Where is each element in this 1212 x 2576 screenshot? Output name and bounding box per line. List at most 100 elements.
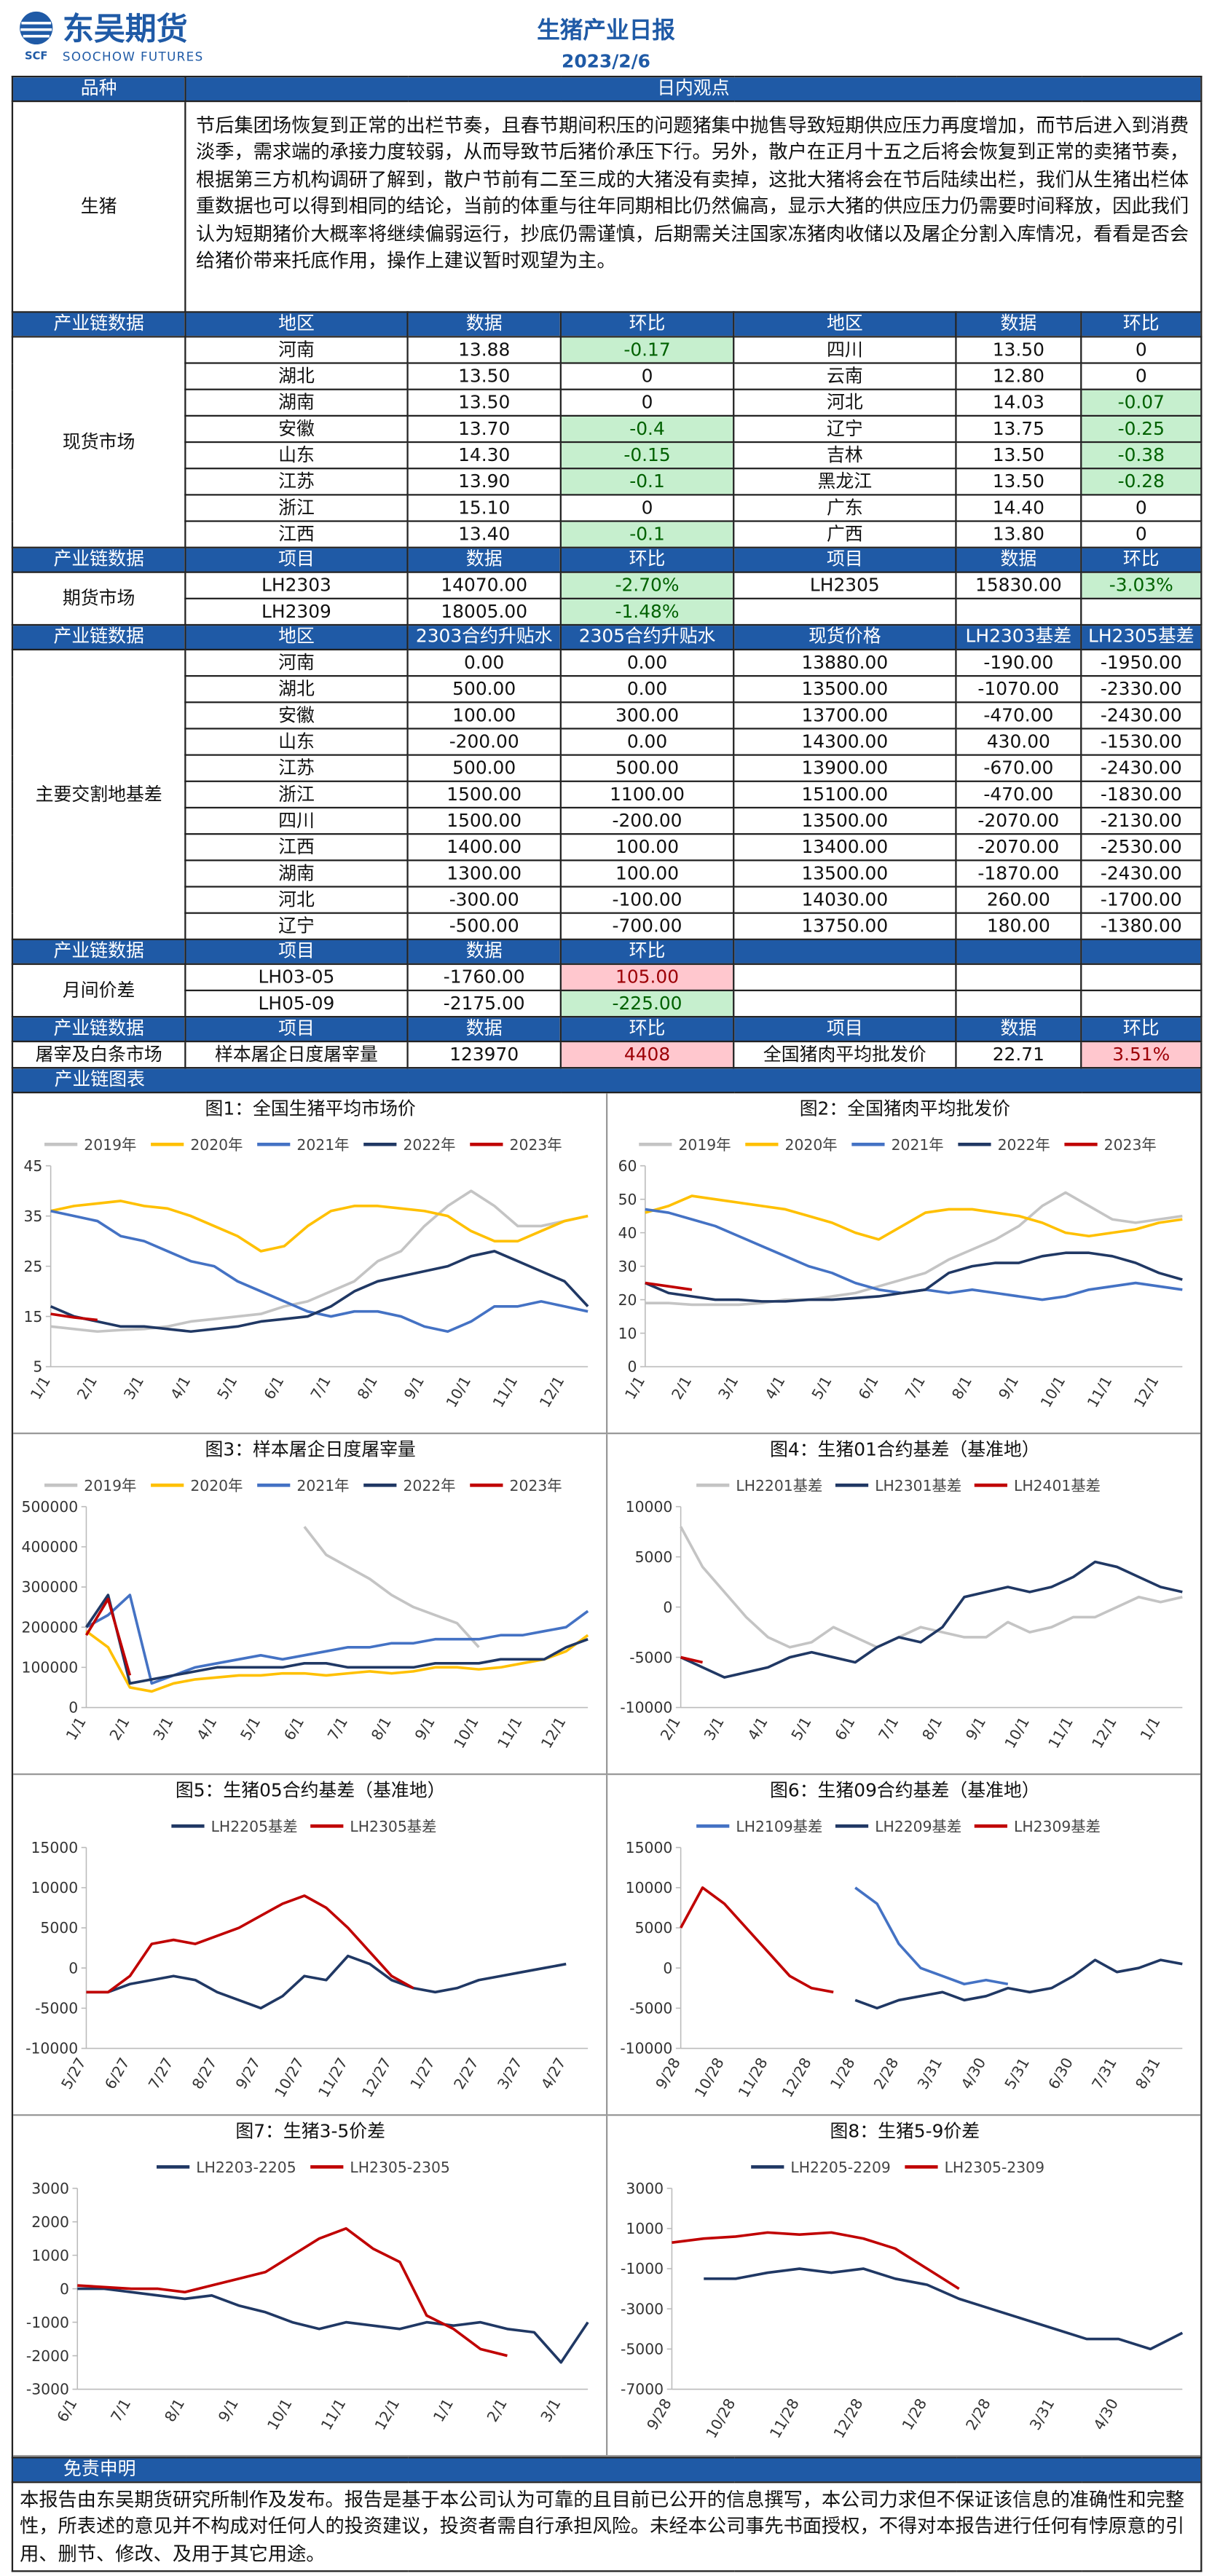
- data-cell: 江西: [184, 833, 409, 862]
- data-cell: 13.50: [955, 441, 1082, 470]
- empty-header-cell: [955, 938, 1082, 965]
- y-tick-label: 15000: [626, 1839, 673, 1856]
- data-cell: 13.90: [406, 468, 562, 496]
- series-line: [680, 1560, 1183, 1679]
- data-cell: 13700.00: [733, 701, 957, 730]
- data-cell: 湖南: [184, 859, 409, 888]
- x-tick-label: 9/1: [962, 1714, 989, 1743]
- x-tick-label: 12/1: [536, 1373, 568, 1411]
- x-tick-label: 10/1: [450, 1714, 482, 1752]
- chart: 图4：生猪01合约基差（基准地） LH2201基差 LH2301基差 LH2401基差…: [607, 1439, 1200, 1776]
- data-cell: 13500.00: [733, 674, 957, 704]
- series-line: [50, 1250, 589, 1334]
- legend-label: 2019年: [678, 1136, 731, 1154]
- legend-label: LH2301基差: [875, 1477, 961, 1494]
- x-tick-label: 10/28: [702, 2395, 739, 2441]
- x-tick-label: 4/1: [167, 1373, 194, 1402]
- empty-cell: [1080, 597, 1203, 626]
- data-cell: 山东: [184, 441, 409, 470]
- y-tick-label: 10: [618, 1325, 637, 1342]
- y-tick-label: 0: [663, 1599, 672, 1616]
- data-cell: 辽宁: [184, 912, 409, 940]
- data-cell: 13.50: [406, 388, 562, 417]
- data-cell: 安徽: [184, 701, 409, 730]
- table-row: 产业链数据 地区 2303合约升贴水 2305合约升贴水 现货价格 LH2303基差 LH2…: [11, 623, 1203, 651]
- header-cell: 产业链数据: [11, 311, 186, 338]
- x-tick-label: 12/1: [371, 2395, 404, 2433]
- data-cell: 13.50: [406, 362, 562, 390]
- data-cell: -200.00: [559, 806, 735, 835]
- y-tick-label: -5000: [621, 2341, 664, 2358]
- data-cell: -0.38: [1080, 441, 1203, 470]
- x-tick-label: 9/28: [652, 2055, 684, 2092]
- y-tick-label: 5000: [40, 1919, 78, 1937]
- x-tick-label: 8/1: [161, 2395, 188, 2425]
- section-label: 主要交割地基差: [11, 648, 186, 940]
- y-tick-label: -7000: [621, 2381, 664, 2398]
- legend-label: 2019年: [84, 1136, 136, 1154]
- legend-label: LH2201基差: [736, 1477, 822, 1494]
- report-table: 品种 日内观点 生猪 节后集团场恢复到正常的出栏节奏，且春节期间积压的问题猪集中抛售导…: [11, 76, 1203, 2572]
- y-tick-label: 500000: [22, 1498, 79, 1516]
- y-tick-label: -10000: [620, 2040, 672, 2057]
- header-cell: 项目: [184, 938, 409, 965]
- header-cell: 现货价格: [733, 623, 957, 651]
- data-cell: 湖北: [184, 674, 409, 704]
- table-row: 四川 1500.00 -200.00 13500.00 -2070.00 -2130.00: [12, 806, 1203, 835]
- y-tick-label: 300000: [22, 1578, 79, 1596]
- disclaimer-title: 免责申明: [63, 2458, 136, 2480]
- x-tick-label: 7/1: [875, 1714, 902, 1743]
- x-tick-label: 11/1: [1084, 1373, 1116, 1411]
- x-tick-label: 12/1: [1130, 1373, 1162, 1411]
- data-cell: LH2305: [733, 571, 957, 599]
- x-tick-label: 12/27: [358, 2055, 395, 2100]
- data-cell: -1070.00: [955, 674, 1082, 704]
- header-cell: 地区: [184, 311, 409, 338]
- x-tick-label: 11/27: [315, 2055, 351, 2100]
- x-tick-label: 5/27: [58, 2055, 90, 2092]
- header-cell: 环比: [559, 1015, 735, 1043]
- chart-title: 图6：生猪09合约基差（基准地）: [770, 1780, 1040, 1801]
- y-tick-label: 35: [23, 1208, 42, 1225]
- data-cell: LH2303: [184, 571, 409, 599]
- header-cell: 产业链数据: [11, 623, 186, 651]
- y-tick-label: 2000: [31, 2213, 69, 2231]
- data-cell: 河南: [184, 648, 409, 677]
- x-tick-label: 4/1: [761, 1373, 788, 1402]
- y-tick-label: 20: [618, 1291, 637, 1309]
- chart-title: 图2：全国猪肉平均批发价: [800, 1098, 1010, 1119]
- x-tick-label: 8/1: [354, 1373, 381, 1402]
- x-tick-label: 5/1: [787, 1714, 814, 1743]
- header-cell: 环比: [1080, 1015, 1203, 1043]
- header-cell: 2303合约升贴水: [406, 623, 562, 651]
- data-cell: 13.80: [955, 520, 1082, 548]
- data-cell: 3.51%: [1080, 1040, 1203, 1069]
- x-tick-label: 5/1: [213, 1373, 240, 1402]
- header-cell: 2305合约升贴水: [559, 623, 735, 651]
- data-cell: -100.00: [559, 886, 735, 914]
- x-tick-label: 2/1: [74, 1373, 101, 1402]
- y-tick-label: 100000: [22, 1659, 79, 1677]
- table-row: 产业链图表: [11, 1067, 1203, 1094]
- x-tick-label: 2/1: [657, 1714, 684, 1743]
- data-cell: 13.70: [406, 414, 562, 444]
- table-row: 浙江 15.10 0 广东 14.40 0: [12, 494, 1203, 522]
- y-tick-label: 45: [23, 1157, 42, 1175]
- data-cell: 河南: [184, 336, 409, 364]
- series-line: [303, 1526, 480, 1648]
- y-tick-label: -10000: [25, 2040, 78, 2057]
- data-cell: 1100.00: [559, 780, 735, 809]
- header-cell: 环比: [1080, 546, 1203, 573]
- data-cell: -0.4: [559, 414, 735, 444]
- data-cell: 12.80: [955, 362, 1082, 390]
- table-row: 产业链数据 项目 数据 环比 项目 数据 环比: [11, 546, 1203, 573]
- data-cell: 500.00: [559, 754, 735, 782]
- y-tick-label: -3000: [621, 2300, 664, 2317]
- legend-label: 2019年: [84, 1477, 136, 1494]
- header-cell: 环比: [1080, 311, 1203, 338]
- y-tick-label: 0: [663, 1959, 672, 1977]
- table-row: 月间价差 LH03-05 -1760.00 105.00: [11, 963, 1203, 1018]
- x-tick-label: 6/1: [53, 2395, 80, 2425]
- x-tick-label: 10/27: [271, 2055, 307, 2100]
